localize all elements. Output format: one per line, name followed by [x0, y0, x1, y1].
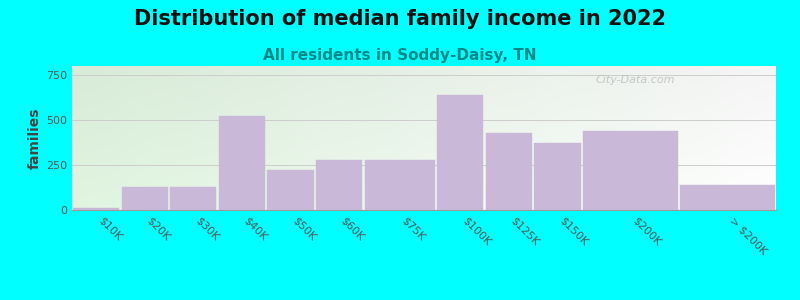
Bar: [219, 116, 265, 210]
Bar: [486, 133, 532, 210]
Bar: [316, 160, 362, 210]
Text: All residents in Soddy-Daisy, TN: All residents in Soddy-Daisy, TN: [263, 48, 537, 63]
Bar: [534, 143, 581, 210]
Bar: [583, 131, 678, 210]
Bar: [438, 95, 483, 210]
Text: City-Data.com: City-Data.com: [595, 75, 675, 85]
Bar: [365, 160, 435, 210]
Y-axis label: families: families: [28, 107, 42, 169]
Bar: [122, 187, 168, 210]
Bar: [74, 208, 119, 210]
Text: Distribution of median family income in 2022: Distribution of median family income in …: [134, 9, 666, 29]
Bar: [267, 170, 314, 210]
Bar: [170, 187, 217, 210]
Bar: [680, 185, 774, 210]
